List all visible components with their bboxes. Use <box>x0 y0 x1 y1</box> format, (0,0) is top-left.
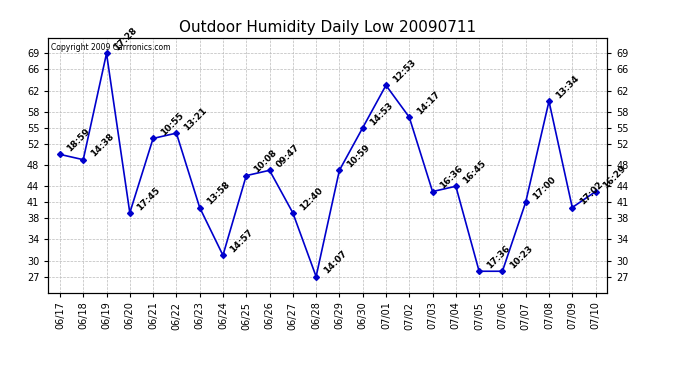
Text: 16:29: 16:29 <box>601 164 628 191</box>
Text: 18:59: 18:59 <box>66 127 92 154</box>
Text: 10:08: 10:08 <box>252 148 278 175</box>
Text: 17:00: 17:00 <box>531 175 558 201</box>
Text: 13:21: 13:21 <box>182 106 208 132</box>
Text: 17:02: 17:02 <box>578 180 604 207</box>
Text: 14:53: 14:53 <box>368 100 395 127</box>
Text: 14:38: 14:38 <box>89 132 115 159</box>
Text: 17:28: 17:28 <box>112 26 139 53</box>
Text: 10:59: 10:59 <box>345 143 371 170</box>
Text: Copyright 2009 Carrronics.com: Copyright 2009 Carrronics.com <box>51 43 170 52</box>
Text: 13:34: 13:34 <box>555 74 581 100</box>
Title: Outdoor Humidity Daily Low 20090711: Outdoor Humidity Daily Low 20090711 <box>179 20 476 35</box>
Text: 10:23: 10:23 <box>508 244 535 270</box>
Text: 16:45: 16:45 <box>462 159 488 186</box>
Text: 17:36: 17:36 <box>484 244 511 270</box>
Text: 13:58: 13:58 <box>205 180 232 207</box>
Text: 12:53: 12:53 <box>391 58 418 84</box>
Text: 17:45: 17:45 <box>135 185 162 212</box>
Text: 14:07: 14:07 <box>322 249 348 276</box>
Text: 14:17: 14:17 <box>415 90 442 116</box>
Text: 16:36: 16:36 <box>438 164 464 191</box>
Text: 09:47: 09:47 <box>275 143 302 170</box>
Text: 12:40: 12:40 <box>298 185 325 212</box>
Text: 10:55: 10:55 <box>159 111 185 138</box>
Text: 14:57: 14:57 <box>228 228 255 255</box>
